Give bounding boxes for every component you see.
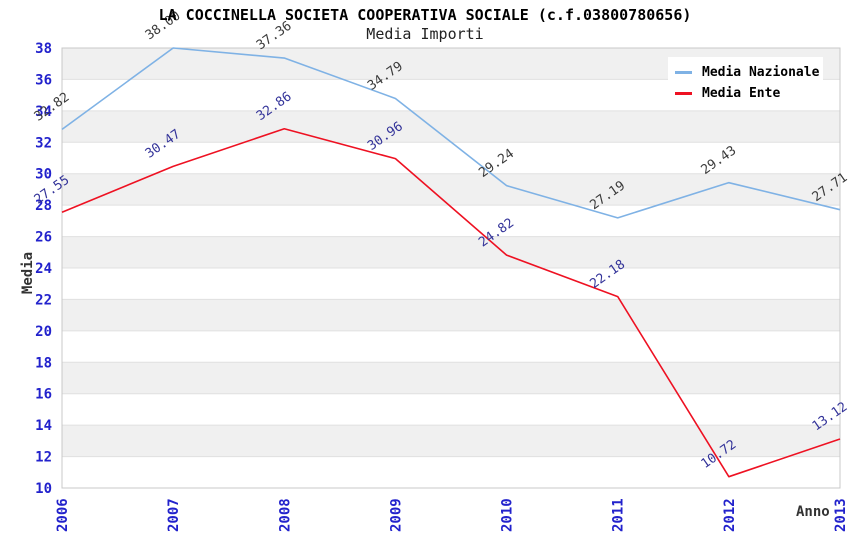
svg-text:2006: 2006 — [55, 498, 71, 532]
series-line-media-nazionale — [61, 47, 841, 219]
x-tick-labels: 2006 2007 2008 2009 2010 2011 2012 2013 — [55, 498, 849, 532]
chart-title: LA COCCINELLA SOCIETA COOPERATIVA SOCIAL… — [158, 6, 692, 24]
legend-label-media-nazionale: Media Nazionale — [702, 65, 820, 80]
legend: Media Nazionale Media Ente — [668, 57, 823, 109]
svg-text:2009: 2009 — [388, 498, 404, 532]
svg-text:2007: 2007 — [166, 498, 182, 532]
chart-subtitle: Media Importi — [366, 25, 484, 43]
legend-item-media-ente: Media Ente — [675, 83, 823, 104]
series-line-media-ente — [61, 127, 841, 478]
y-tick-labels: 38 36 34 32 30 28 26 24 22 20 18 16 14 12 10 — [35, 41, 52, 497]
svg-text:2011: 2011 — [611, 498, 627, 532]
media-ente-line-swatch — [675, 92, 692, 95]
svg-text:16: 16 — [35, 387, 52, 403]
legend-item-media-nazionale: Media Nazionale — [675, 62, 823, 83]
svg-text:10: 10 — [35, 481, 52, 497]
svg-text:20: 20 — [35, 324, 52, 340]
svg-text:38: 38 — [35, 41, 52, 57]
svg-text:2010: 2010 — [500, 498, 516, 532]
svg-text:24: 24 — [35, 261, 52, 277]
svg-text:26: 26 — [35, 230, 52, 246]
svg-text:28: 28 — [35, 198, 52, 214]
svg-text:2012: 2012 — [722, 498, 738, 532]
svg-text:36: 36 — [35, 72, 52, 88]
svg-text:12: 12 — [35, 450, 52, 466]
svg-text:2008: 2008 — [277, 498, 293, 532]
media-nazionale-line-swatch — [675, 71, 692, 74]
y-axis-title: Media — [20, 251, 36, 295]
svg-text:14: 14 — [35, 418, 52, 434]
legend-label-media-ente: Media Ente — [702, 86, 781, 101]
svg-text:30: 30 — [35, 167, 52, 183]
svg-text:22: 22 — [35, 292, 52, 308]
svg-text:18: 18 — [35, 355, 52, 371]
svg-text:2013: 2013 — [833, 498, 849, 532]
svg-text:34: 34 — [35, 104, 52, 120]
x-axis-title: Anno — [796, 504, 830, 520]
plot-border — [61, 47, 841, 489]
svg-text:32: 32 — [35, 135, 52, 151]
